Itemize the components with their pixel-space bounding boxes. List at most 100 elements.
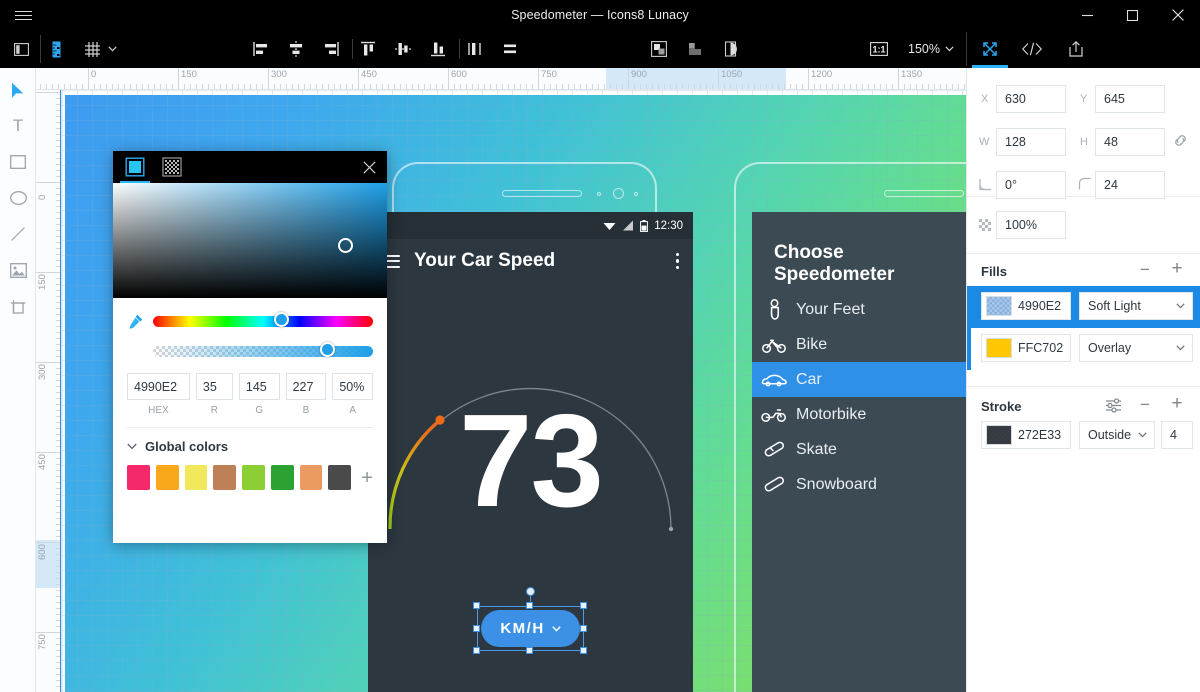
stroke-settings-button[interactable] <box>1105 398 1122 418</box>
select-tool[interactable] <box>0 72 36 108</box>
hue-knob[interactable] <box>274 312 289 327</box>
color-input-a[interactable]: 50% <box>332 373 374 400</box>
ellipse-tool[interactable] <box>0 180 36 216</box>
resize-handle-nw[interactable] <box>473 602 480 609</box>
global-swatch-0[interactable] <box>127 465 150 490</box>
ruler-guide[interactable] <box>60 90 61 692</box>
flatten-button[interactable] <box>681 30 709 68</box>
align-bottom-button[interactable] <box>424 30 452 68</box>
stroke-position-dropdown[interactable]: Outside <box>1079 421 1155 449</box>
main-menu-button[interactable] <box>8 0 38 30</box>
w-input[interactable]: 128 <box>996 128 1066 156</box>
stroke-color-button[interactable]: 272E33 <box>981 421 1071 449</box>
tab-code[interactable] <box>1014 30 1050 68</box>
grid-options-dropdown[interactable] <box>102 30 122 68</box>
distribute-vertical-button[interactable] <box>496 30 524 68</box>
distribute-horizontal-button[interactable] <box>461 30 489 68</box>
global-swatch-2[interactable] <box>184 465 208 490</box>
resize-handle-ne[interactable] <box>580 602 587 609</box>
rotation-handle[interactable] <box>526 587 535 596</box>
align-center-horizontal-button[interactable] <box>282 30 310 68</box>
hue-slider[interactable] <box>153 312 373 327</box>
fill-color-button[interactable]: FFC702 <box>981 334 1071 362</box>
menu-item-your-feet[interactable]: Your Feet <box>752 292 966 327</box>
minimize-button[interactable] <box>1065 0 1110 30</box>
solid-color-tab[interactable] <box>120 155 150 184</box>
rectangle-tool[interactable] <box>0 144 36 180</box>
fill-row[interactable]: 4990E2 Soft Light <box>967 286 1200 328</box>
h-input[interactable]: 48 <box>1095 128 1165 156</box>
color-picker-close-button[interactable] <box>357 155 381 179</box>
menu-item-skate[interactable]: Skate <box>752 432 966 467</box>
phone-screen-speedometer[interactable]: 12:30 Your Car Speed <box>368 212 693 692</box>
global-colors-header[interactable]: Global colors <box>127 428 373 454</box>
link-dimensions-button[interactable] <box>1172 132 1189 154</box>
ruler-button[interactable] <box>44 30 72 68</box>
fill-blend-mode-dropdown[interactable]: Overlay <box>1079 334 1193 362</box>
align-middle-vertical-button[interactable] <box>389 30 417 68</box>
fill-color-button[interactable]: 4990E2 <box>981 292 1071 320</box>
pattern-tab[interactable] <box>160 155 184 179</box>
menu-item-bike[interactable]: Bike <box>752 327 966 362</box>
global-swatch-5[interactable] <box>270 465 294 490</box>
add-fill-button[interactable]: + <box>1171 258 1183 279</box>
alpha-slider[interactable] <box>153 342 373 357</box>
image-tool[interactable] <box>0 252 36 288</box>
color-input-b[interactable]: 227 <box>285 373 327 400</box>
resize-handle-sw[interactable] <box>473 647 480 654</box>
artboard-tool[interactable] <box>0 288 36 324</box>
tab-export[interactable] <box>1058 30 1094 68</box>
nav-drawer-button[interactable] <box>383 254 400 268</box>
corner-radius-input[interactable]: 24 <box>1095 171 1165 199</box>
align-right-button[interactable] <box>317 30 345 68</box>
menu-item-snowboard[interactable]: Snowboard <box>752 467 966 502</box>
maximize-button[interactable] <box>1110 0 1155 30</box>
line-tool[interactable] <box>0 216 36 252</box>
global-swatch-4[interactable] <box>242 465 265 490</box>
y-input[interactable]: 645 <box>1095 85 1165 113</box>
x-input[interactable]: 630 <box>996 85 1066 113</box>
contrast-button[interactable] <box>717 30 745 68</box>
menu-item-motorbike[interactable]: Motorbike <box>752 397 966 432</box>
color-input-r[interactable]: 35 <box>195 373 233 400</box>
fill-row[interactable]: FFC702 Overlay <box>967 328 1200 370</box>
close-button[interactable] <box>1155 0 1200 30</box>
zoom-level-dropdown[interactable]: 150% <box>900 30 962 68</box>
tab-resize[interactable] <box>972 30 1008 68</box>
add-global-color-button[interactable]: + <box>361 466 373 489</box>
eyedropper-button[interactable] <box>127 313 153 330</box>
toggle-left-panel-button[interactable] <box>6 30 36 68</box>
resize-handle-e[interactable] <box>580 625 587 632</box>
horizontal-ruler[interactable]: 0 150 300 450 600 750 900 1050 1200 1350 <box>36 68 966 90</box>
global-swatch-6[interactable] <box>299 465 323 490</box>
remove-fill-button[interactable]: − <box>1140 260 1150 279</box>
mask-button[interactable] <box>645 30 673 68</box>
color-input-hex[interactable]: 4990E2 <box>127 373 190 400</box>
resize-handle-w[interactable] <box>473 625 480 632</box>
align-top-button[interactable] <box>354 30 382 68</box>
menu-item-car[interactable]: Car <box>752 362 966 397</box>
sv-knob[interactable] <box>338 238 353 253</box>
tablet-frame-right[interactable] <box>734 162 966 692</box>
color-picker-dialog[interactable]: 4990E2 HEX 35 R 145 G 227 B 50% A Global colors + <box>113 151 387 543</box>
align-left-button[interactable] <box>247 30 275 68</box>
grid-button[interactable] <box>78 30 106 68</box>
stroke-width-input[interactable]: 4 <box>1161 421 1193 449</box>
saturation-value-area[interactable] <box>113 183 387 298</box>
global-swatch-7[interactable] <box>328 465 352 490</box>
unit-selector[interactable]: KM/H <box>481 610 580 647</box>
resize-handle-se[interactable] <box>580 647 587 654</box>
resize-handle-n[interactable] <box>526 602 533 609</box>
overflow-menu-button[interactable] <box>675 252 679 270</box>
color-input-g[interactable]: 145 <box>238 373 280 400</box>
fill-blend-mode-dropdown[interactable]: Soft Light <box>1079 292 1193 320</box>
remove-stroke-button[interactable]: − <box>1140 395 1150 414</box>
phone-screen-menu[interactable]: Choose Speedometer Your Feet Bike Car Motor… <box>752 212 966 692</box>
global-swatch-3[interactable] <box>213 465 237 490</box>
resize-handle-s[interactable] <box>526 647 533 654</box>
add-stroke-button[interactable]: + <box>1171 393 1183 414</box>
opacity-input[interactable]: 100% <box>996 211 1066 239</box>
text-tool[interactable]: T <box>0 108 36 144</box>
alpha-knob[interactable] <box>320 342 336 357</box>
